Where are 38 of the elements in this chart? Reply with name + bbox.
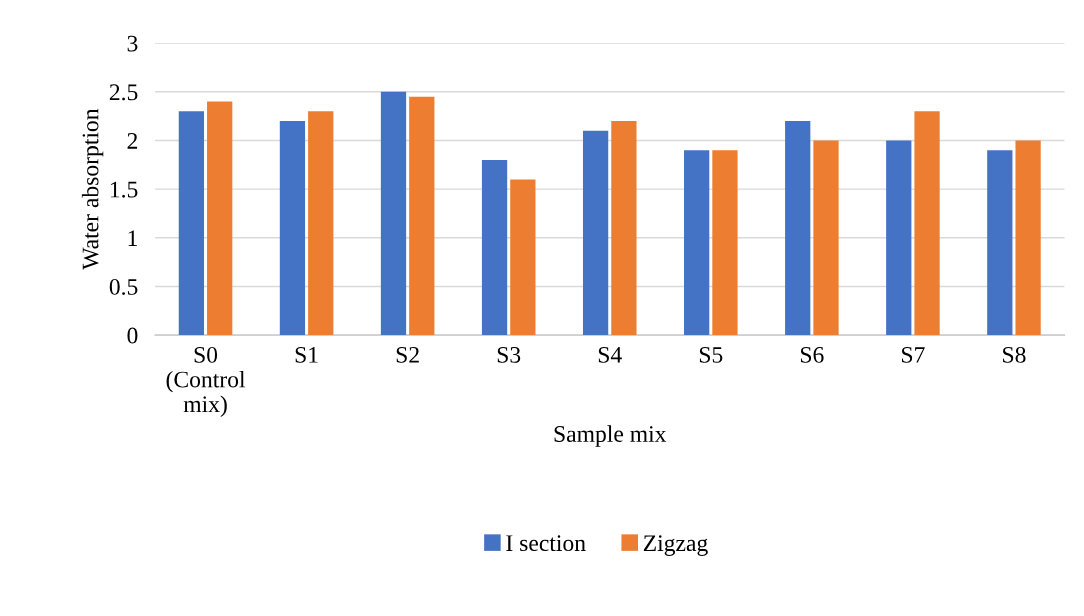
- bar: [207, 101, 233, 336]
- legend-label: Zigzag: [643, 535, 708, 556]
- y-axis-title: Water absorption: [81, 108, 104, 270]
- bar: [886, 140, 912, 336]
- bar: [1015, 140, 1041, 336]
- y-tick-label: 2: [127, 133, 138, 149]
- x-axis-title: Sample mix: [554, 425, 667, 447]
- x-tick-label: S1: [295, 346, 318, 363]
- bar: [308, 111, 334, 336]
- bar: [178, 111, 205, 336]
- y-tick-label: 3: [127, 35, 138, 52]
- bar: [611, 120, 637, 336]
- bar: [684, 150, 710, 336]
- x-tick-label: S5: [699, 346, 723, 363]
- bar: [510, 179, 536, 336]
- x-tick-label: S4: [598, 346, 622, 363]
- legend-label: I section: [506, 535, 586, 552]
- bar: [279, 120, 306, 336]
- bar: [380, 91, 407, 336]
- x-tick-label: S6: [800, 346, 824, 363]
- y-tick-label: 1.5: [110, 181, 138, 198]
- bar: [712, 150, 738, 336]
- x-tick-label: S3: [497, 346, 521, 363]
- bar: [813, 140, 839, 336]
- bar: [481, 159, 508, 336]
- y-tick-label: 0.5: [109, 278, 138, 295]
- bar: [409, 96, 435, 336]
- bar: [582, 130, 609, 336]
- bar: [785, 120, 811, 336]
- y-tick-label: 0: [127, 327, 138, 344]
- y-tick-label: 1: [128, 230, 137, 246]
- x-tick-label: S0 (Control mix): [166, 346, 246, 418]
- y-tick-label: 2.5: [109, 84, 138, 101]
- bar: [914, 111, 940, 336]
- x-tick-label: S7: [902, 346, 925, 363]
- bar: [987, 150, 1013, 336]
- x-tick-label: S8: [1003, 346, 1026, 363]
- x-tick-label: S2: [396, 346, 419, 363]
